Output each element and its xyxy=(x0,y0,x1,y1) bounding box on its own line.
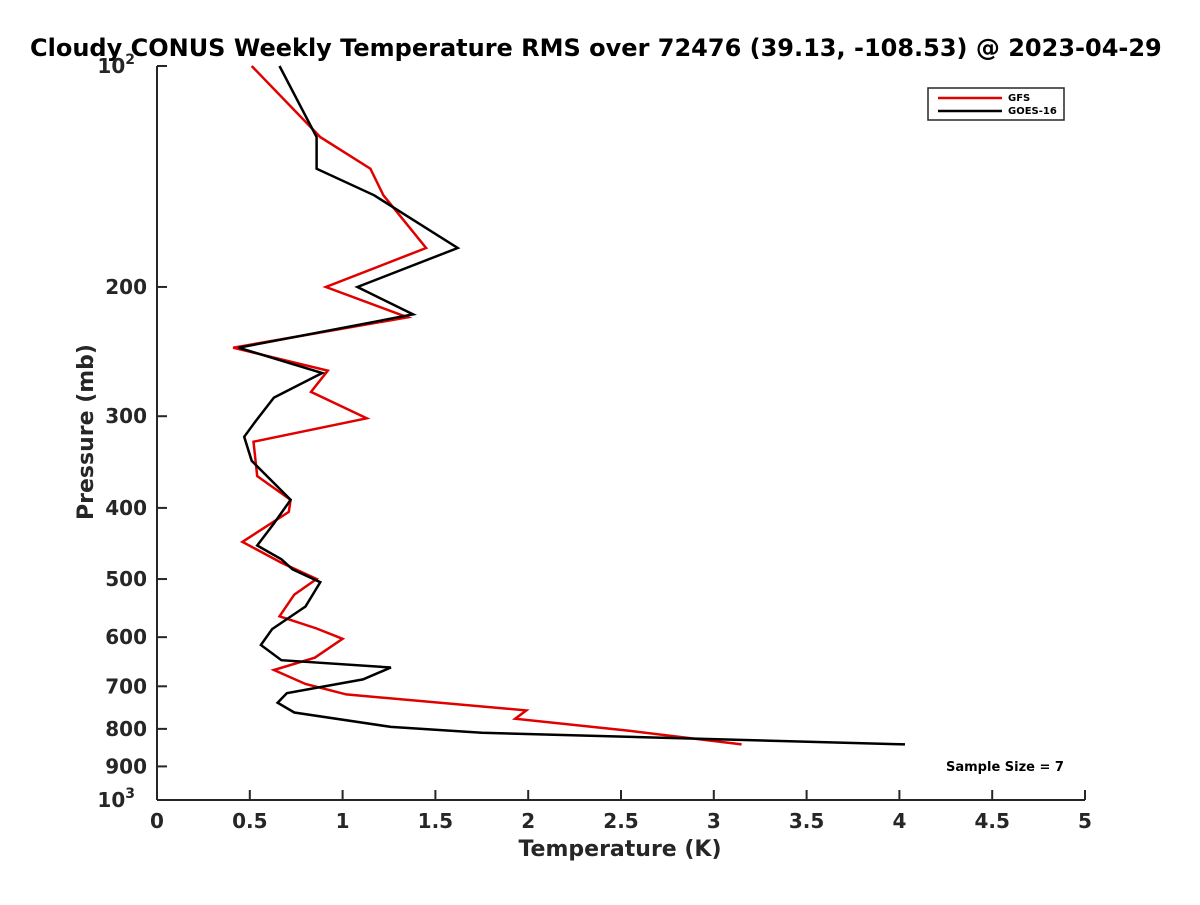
axes-layer: 0 0.5 1 1.5 2 2.5 3 3.5 4 4.5 5 102 200 300 400 500 600 7… xyxy=(97,52,1092,833)
legend-box xyxy=(927,87,1065,121)
x-tick-label: 2 xyxy=(521,809,535,833)
y-tick-label: 300 xyxy=(105,404,147,428)
x-tick-label: 3.5 xyxy=(789,809,824,833)
x-tick-label: 0 xyxy=(150,809,164,833)
x-tick-label: 4.5 xyxy=(974,809,1009,833)
y-tick-label: 102 xyxy=(97,52,135,78)
y-tick-label: 500 xyxy=(105,567,147,591)
x-tick-label: 0.5 xyxy=(232,809,267,833)
chart-title: Cloudy CONUS Weekly Temperature RMS over… xyxy=(30,34,1162,62)
sample-size-annotation: Sample Size = 7 xyxy=(946,760,1064,775)
y-tick-label: 800 xyxy=(105,717,147,741)
y-tick-label: 700 xyxy=(105,674,147,698)
y-tick-label: 103 xyxy=(97,786,135,812)
legend: GFS GOES-16 xyxy=(927,87,1065,121)
series-line-goes16 xyxy=(238,65,906,746)
x-tick-label: 4 xyxy=(892,809,906,833)
y-axis-label: Pressure (mb) xyxy=(74,344,99,520)
legend-label-goes16: GOES-16 xyxy=(1008,106,1057,117)
y-tick-label: 200 xyxy=(105,275,147,299)
y-tick-label: 400 xyxy=(105,496,147,520)
series-line-gfs xyxy=(232,65,742,746)
legend-label-gfs: GFS xyxy=(1008,93,1030,104)
x-tick-label: 1 xyxy=(336,809,350,833)
x-axis-label: Temperature (K) xyxy=(518,837,721,862)
x-tick-label: 5 xyxy=(1078,809,1092,833)
y-tick-label: 900 xyxy=(105,754,147,778)
x-tick-label: 1.5 xyxy=(418,809,453,833)
x-tick-label: 3 xyxy=(707,809,721,833)
series-layer xyxy=(232,65,906,746)
x-tick-label: 2.5 xyxy=(603,809,638,833)
y-tick-label: 600 xyxy=(105,625,147,649)
